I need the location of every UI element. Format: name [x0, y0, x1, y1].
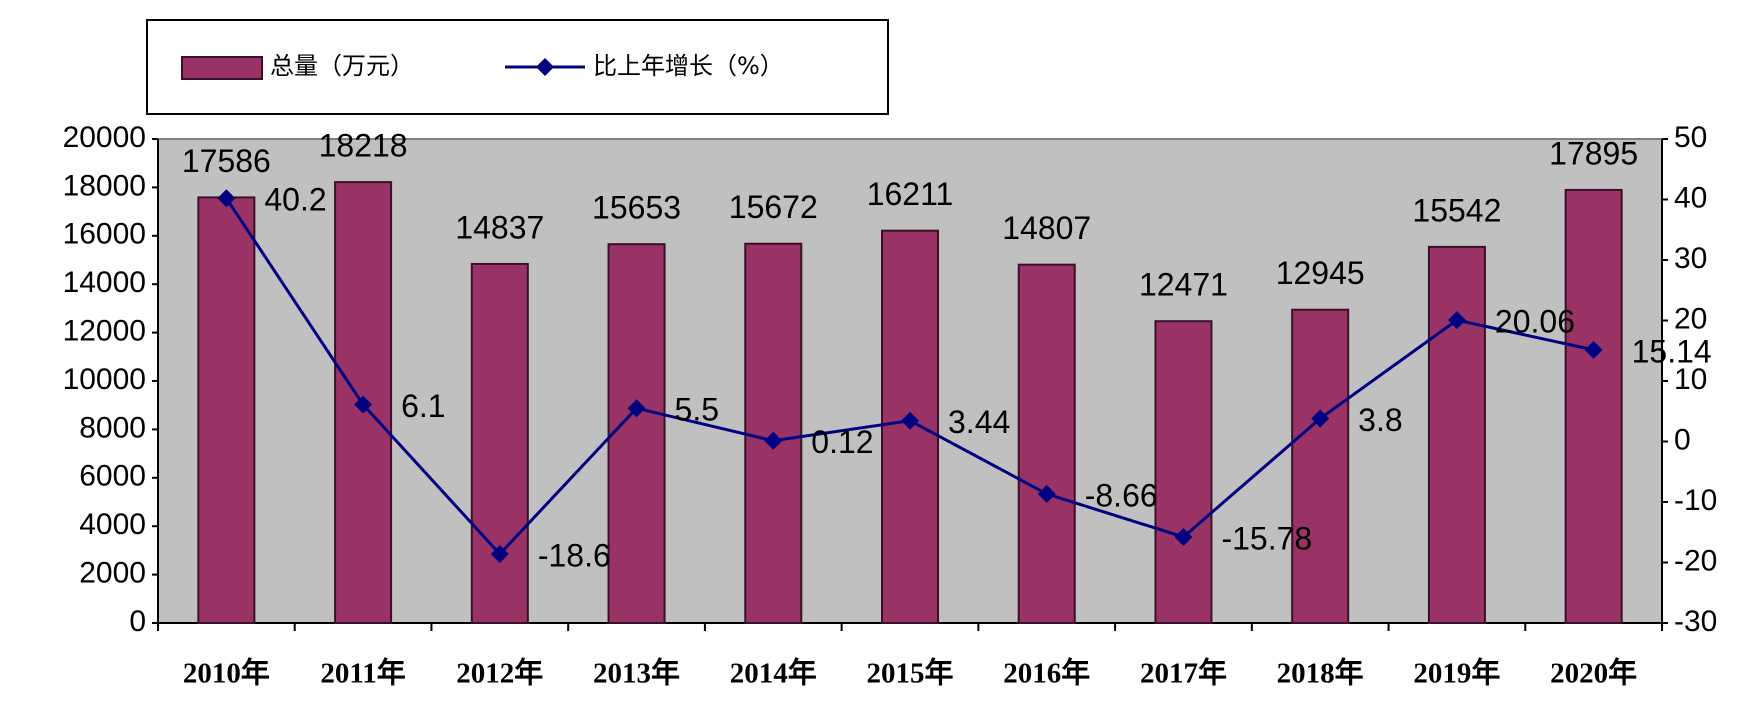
x-tick-label: 2016年	[1003, 656, 1090, 690]
line-value-label: 0.12	[811, 424, 873, 460]
bar	[1564, 188, 1623, 624]
line-marker	[1174, 527, 1193, 546]
bar-value-label: 15672	[729, 189, 818, 225]
y-tick-label: 2000	[79, 557, 146, 590]
y2-tick-label: 50	[1674, 121, 1707, 154]
bar-value-label: 15653	[592, 190, 681, 226]
x-tick-label: 2012年	[456, 656, 543, 690]
y2-tick-label: 20	[1674, 302, 1707, 335]
x-tick-label: 2017年	[1140, 656, 1227, 690]
bar-value-label: 15542	[1412, 192, 1501, 228]
bar	[1427, 245, 1486, 624]
x-tick-label: 2020年	[1550, 656, 1637, 690]
line-value-label: 3.8	[1358, 402, 1402, 438]
y-tick-label: 16000	[63, 218, 146, 251]
bar	[1291, 308, 1350, 624]
legend-label: 比上年增长（%）	[593, 52, 784, 80]
y-tick-label: 12000	[63, 315, 146, 348]
bar-value-label: 17586	[182, 143, 271, 179]
bar	[607, 243, 666, 625]
line-value-label: 15.14	[1632, 333, 1712, 369]
line-value-label: -18.6	[538, 537, 611, 573]
bar-value-label: 18218	[319, 128, 408, 164]
line-marker	[627, 399, 646, 418]
x-tick-label: 2013年	[593, 656, 680, 690]
bar-value-label: 14837	[455, 209, 544, 245]
bar	[1154, 320, 1213, 624]
bar-value-label: 14807	[1002, 210, 1091, 246]
line-value-label: -15.78	[1221, 520, 1312, 556]
y2-tick-label: 40	[1674, 181, 1707, 214]
x-tick-label: 2018年	[1277, 656, 1364, 690]
y2-tick-label: 0	[1674, 423, 1691, 456]
y-tick-label: 10000	[63, 363, 146, 396]
y2-tick-label: 30	[1674, 242, 1707, 275]
line-marker	[354, 395, 373, 414]
legend-marker	[536, 58, 554, 76]
bar-value-label: 16211	[867, 176, 954, 212]
bar-value-label: 12945	[1276, 255, 1365, 291]
bar-value-label: 17895	[1549, 135, 1638, 171]
y-tick-label: 0	[129, 605, 146, 638]
y-tick-label: 4000	[79, 508, 146, 541]
y2-tick-label: -20	[1674, 544, 1717, 577]
y2-tick-label: 10	[1674, 363, 1707, 396]
bar	[197, 196, 256, 624]
line-marker	[490, 545, 509, 564]
legend-label: 总量（万元）	[270, 52, 414, 80]
x-tick-label: 2015年	[866, 656, 953, 690]
y2-tick-label: -10	[1674, 484, 1717, 517]
line-value-label: 40.2	[264, 182, 326, 218]
line-value-label: -8.66	[1085, 477, 1158, 513]
y-tick-label: 18000	[63, 169, 146, 202]
x-tick-label: 2010年	[183, 656, 270, 690]
line-marker	[1584, 340, 1603, 359]
line-marker	[217, 189, 236, 208]
x-tick-label: 2014年	[730, 656, 817, 690]
line-value-label: 20.06	[1495, 304, 1575, 340]
legend-swatch	[181, 56, 263, 80]
x-tick-label: 2019年	[1413, 656, 1500, 690]
x-tick-label: 2011年	[320, 656, 405, 690]
y-tick-label: 6000	[79, 460, 146, 493]
line-marker	[1037, 484, 1056, 503]
bar	[470, 262, 529, 624]
line-value-label: 5.5	[675, 392, 719, 428]
line-marker	[764, 431, 783, 450]
line-marker	[1311, 409, 1330, 428]
y-tick-label: 20000	[63, 121, 146, 154]
y-tick-label: 14000	[63, 266, 146, 299]
bar	[1017, 263, 1076, 624]
line-marker	[1447, 311, 1466, 330]
y2-tick-label: -30	[1674, 605, 1717, 638]
bar-value-label: 12471	[1139, 267, 1228, 303]
y-tick-label: 8000	[79, 411, 146, 444]
line-value-label: 3.44	[948, 404, 1010, 440]
line-marker	[901, 411, 919, 430]
line-value-label: 6.1	[401, 388, 445, 424]
